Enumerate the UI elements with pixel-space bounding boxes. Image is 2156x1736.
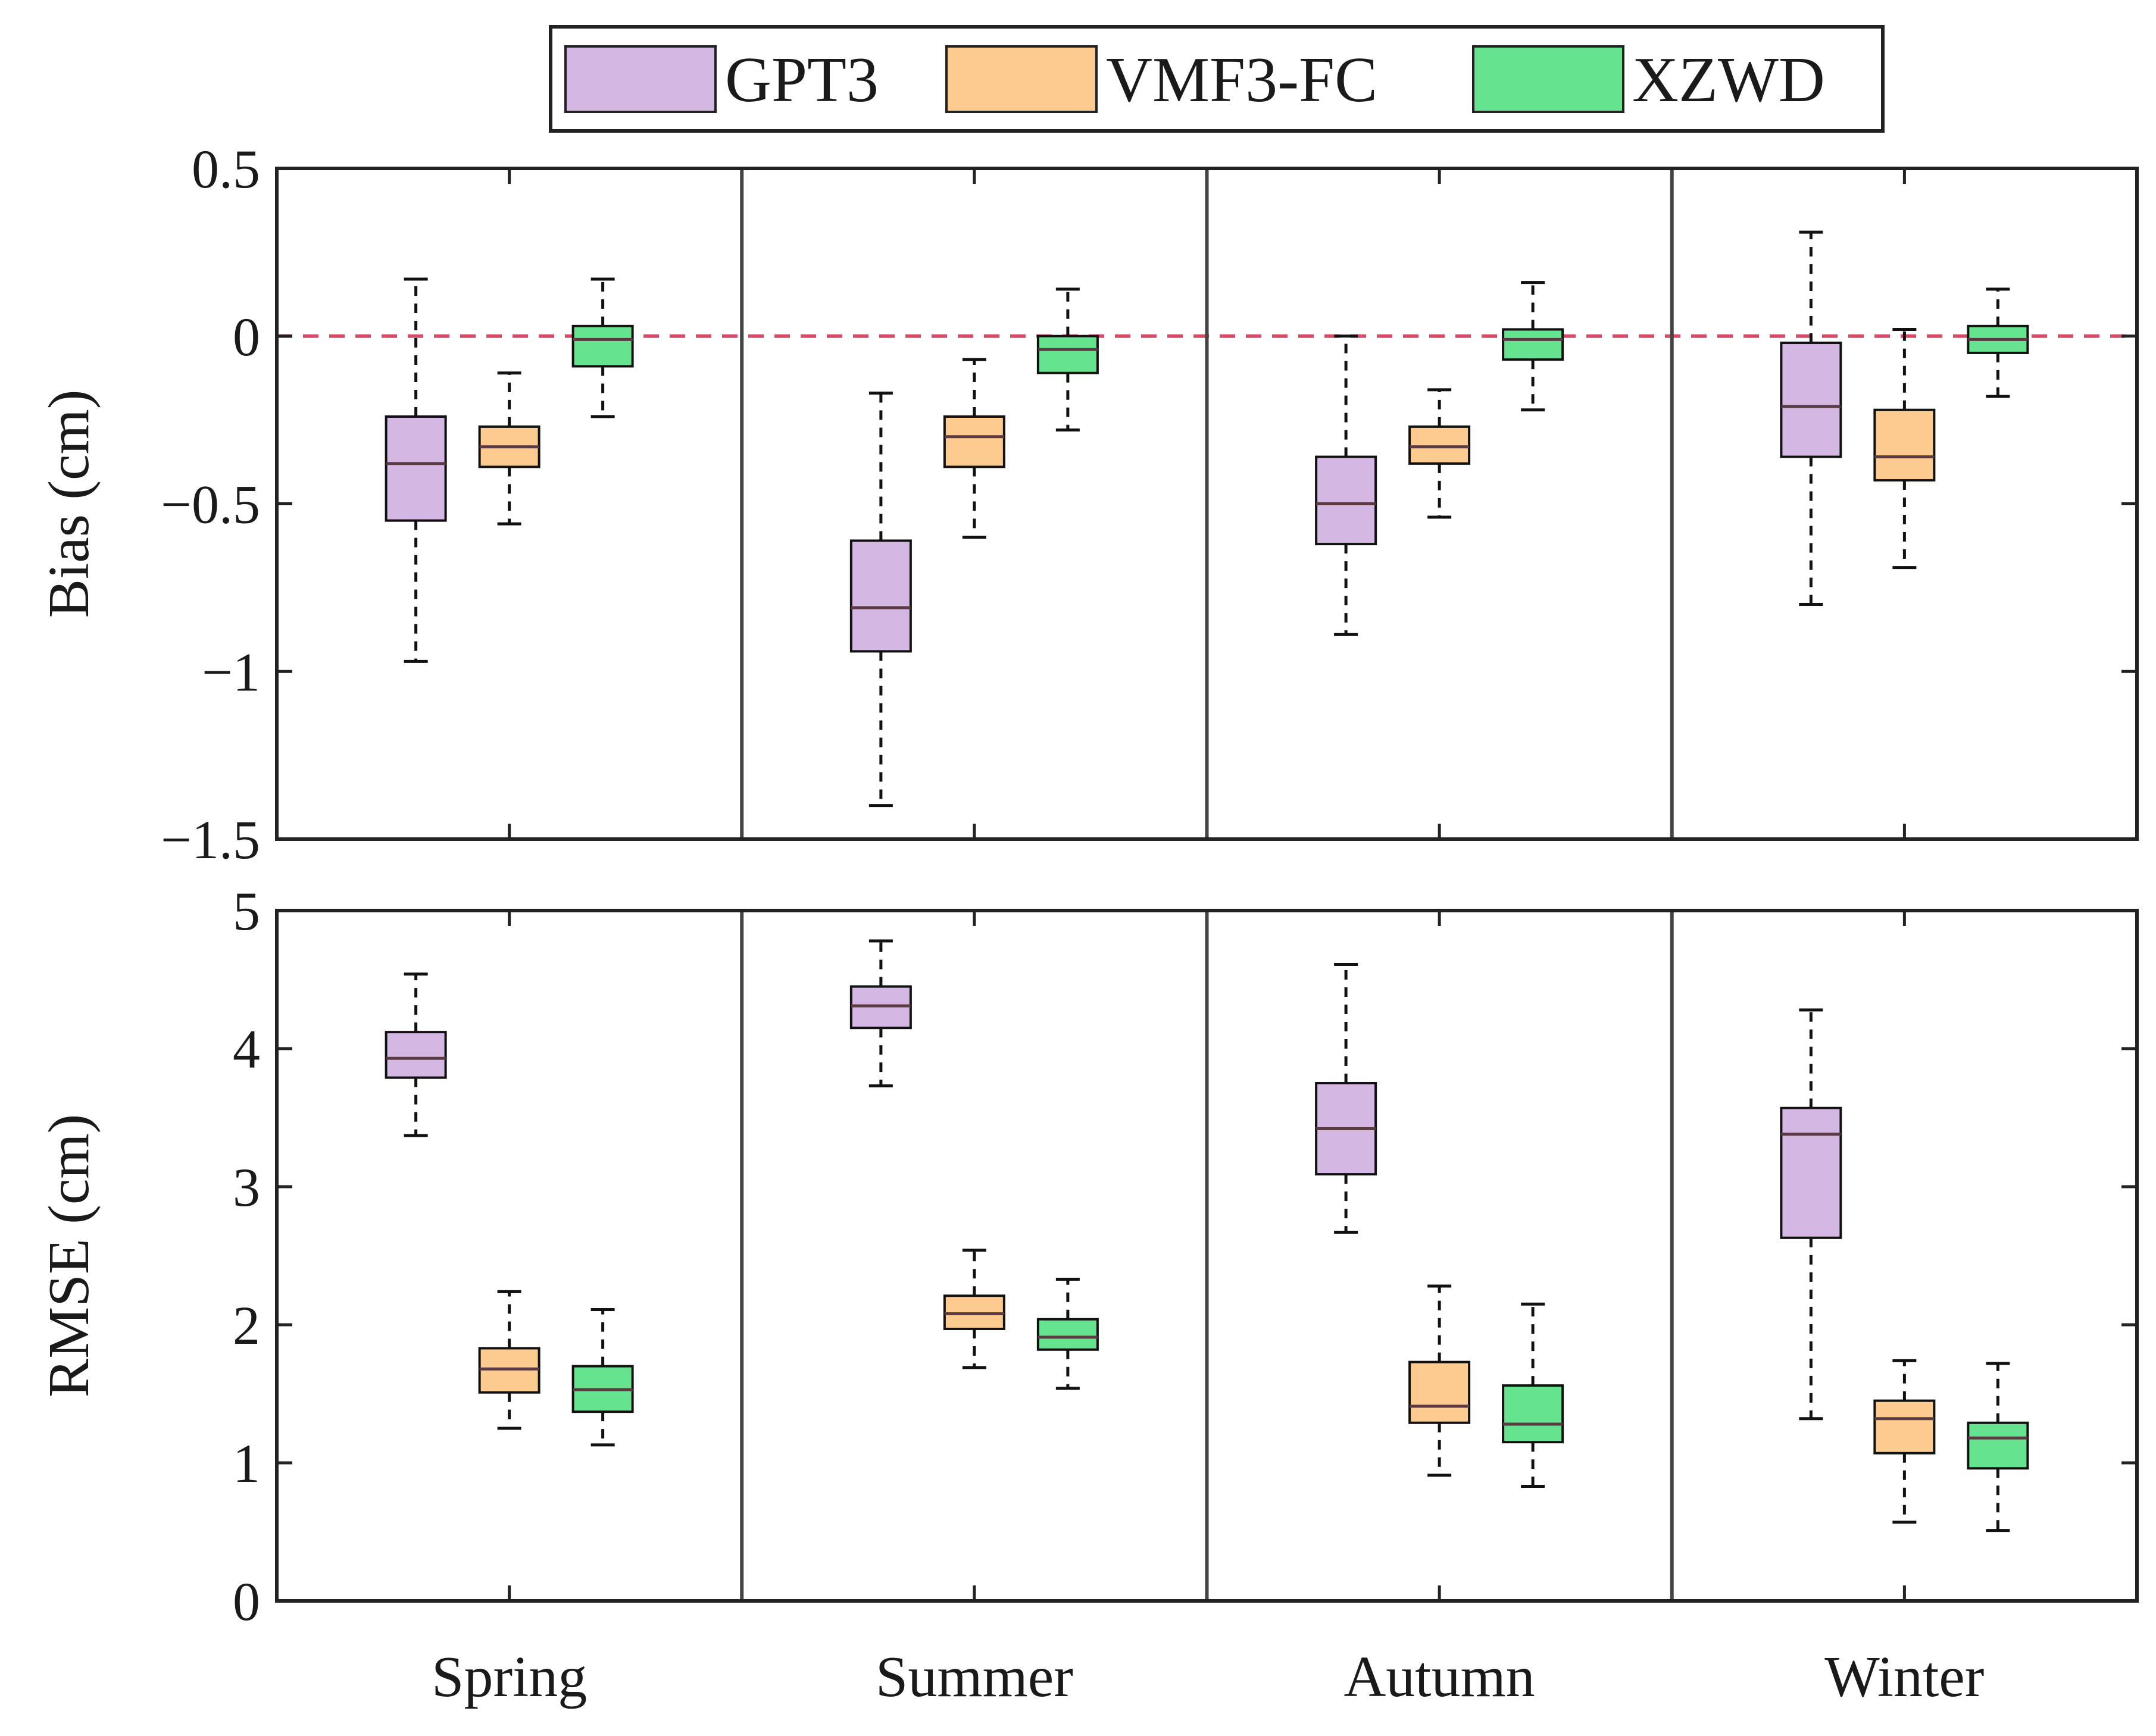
bias-xzwd-autumn-box bbox=[1502, 328, 1564, 361]
legend-label-vmf3-fc: VMF3-FC bbox=[1106, 45, 1377, 115]
rmse-vmf3-fc-winter-box bbox=[1873, 1399, 1936, 1455]
legend-swatch-vmf3-fc bbox=[945, 45, 1098, 113]
rmse-gpt3-spring-box bbox=[385, 1031, 447, 1079]
bias-vmf3-fc-winter-box bbox=[1873, 408, 1936, 482]
rmse-panel: 5 4 3 2 1 0 RMSE (cm) bbox=[37, 881, 2139, 1632]
bias-y-tick-label: 0 bbox=[233, 306, 260, 367]
bias-y-tick-label: −1.5 bbox=[161, 809, 260, 870]
rmse-xzwd-winter-box bbox=[1967, 1421, 2029, 1470]
bias-gpt3-spring-box bbox=[385, 415, 447, 522]
rmse-xzwd-summer-box bbox=[1036, 1318, 1099, 1351]
rmse-xzwd-autumn-box bbox=[1502, 1384, 1564, 1444]
rmse-y-tick-label: 4 bbox=[233, 1019, 260, 1080]
legend-swatch-gpt3 bbox=[564, 45, 717, 113]
bias-y-tick-label: −1 bbox=[202, 642, 260, 702]
x-tick-label-summer: Summer bbox=[876, 1645, 1073, 1709]
bias-vmf3-fc-autumn-box bbox=[1408, 425, 1471, 465]
legend-swatch-xzwd bbox=[1472, 45, 1624, 113]
bias-vmf3-fc-summer-box bbox=[943, 415, 1005, 468]
legend-label-xzwd: XZWD bbox=[1632, 45, 1825, 115]
bias-axes-frame bbox=[275, 167, 2139, 841]
legend-label-gpt3: GPT3 bbox=[725, 45, 879, 115]
legend: GPT3 VMF3-FC XZWD bbox=[549, 25, 1885, 133]
bias-gpt3-winter-box bbox=[1780, 342, 1842, 458]
x-axis-tick-labels: Spring Summer Autumn Winter bbox=[432, 1645, 1985, 1709]
rmse-y-tick-label: 5 bbox=[233, 881, 260, 941]
legend-frame bbox=[549, 25, 1885, 133]
bias-xzwd-spring-box bbox=[571, 324, 634, 368]
rmse-y-tick-label: 3 bbox=[233, 1157, 260, 1218]
rmse-y-tick-label: 0 bbox=[233, 1571, 260, 1632]
x-tick-label-winter: Winter bbox=[1824, 1645, 1984, 1709]
rmse-y-axis-label: RMSE (cm) bbox=[37, 1114, 101, 1397]
bias-y-axis-label: Bias (cm) bbox=[37, 390, 101, 618]
bias-panel: 0.5 0 −0.5 −1 −1.5 Bias (cm) bbox=[37, 139, 2139, 870]
x-tick-label-spring: Spring bbox=[432, 1645, 587, 1709]
bias-gpt3-summer-box bbox=[849, 539, 912, 653]
rmse-gpt3-winter-box bbox=[1780, 1106, 1842, 1239]
bias-gpt3-autumn-box bbox=[1315, 455, 1377, 546]
bias-xzwd-summer-box bbox=[1036, 334, 1099, 374]
rmse-axes-frame bbox=[275, 909, 2139, 1603]
rmse-vmf3-fc-autumn-box bbox=[1408, 1360, 1471, 1424]
bias-y-tick-label: −0.5 bbox=[161, 474, 260, 535]
rmse-y-tick-label: 1 bbox=[233, 1433, 260, 1494]
x-tick-label-autumn: Autumn bbox=[1344, 1645, 1535, 1709]
bias-y-tick-label: 0.5 bbox=[192, 139, 260, 199]
rmse-y-tick-label: 2 bbox=[233, 1295, 260, 1356]
